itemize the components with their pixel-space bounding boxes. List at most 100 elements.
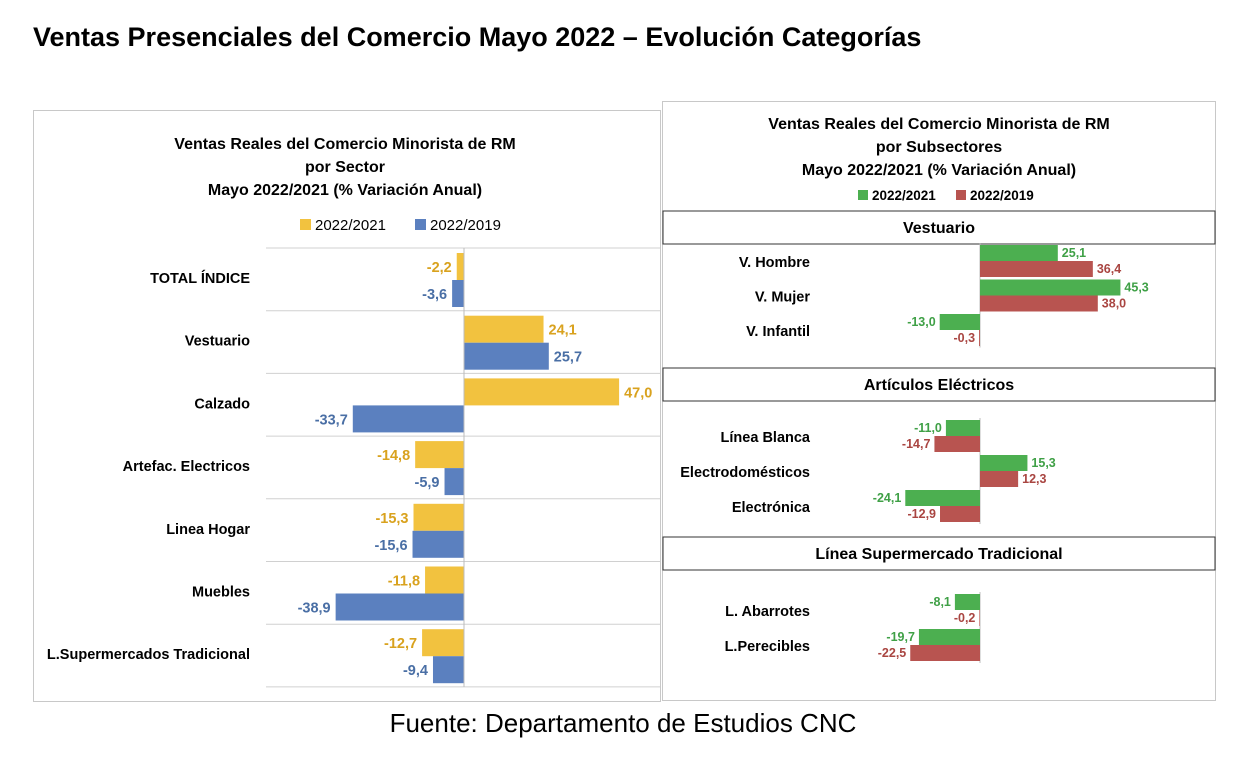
bar-2022-2021 [980,279,1121,296]
category-label: Electrodomésticos [680,465,810,481]
data-label: -0,2 [954,611,976,625]
data-label: -15,6 [374,538,407,554]
bar-2022-2019 [980,471,1019,487]
bar-2022-2019 [910,645,980,661]
data-label: -0,3 [954,331,976,345]
data-label: -12,9 [908,507,937,521]
bar-2022-2021 [980,245,1058,261]
data-label: 45,3 [1124,281,1148,295]
data-label: -14,7 [902,437,931,451]
bar-2022-2019 [452,280,464,307]
bar-2022-2019 [335,593,464,621]
bar-2022-2019 [979,610,980,626]
data-label: -8,1 [929,595,951,609]
chart-title-line: Ventas Reales del Comercio Minorista de … [174,136,515,153]
bar-2022-2021 [415,441,464,469]
data-label: -9,4 [403,663,428,679]
category-label: TOTAL ÍNDICE [150,270,250,287]
category-label: V. Hombre [739,255,810,271]
group-header [662,367,1216,402]
data-label: -12,7 [384,636,417,652]
bar-2022-2019 [464,342,549,370]
bar-2022-2019 [412,530,464,558]
chart-title-line: por Sector [305,159,385,176]
category-label: Linea Hogar [166,522,250,538]
category-label: Línea Blanca [721,430,811,446]
bar-2022-2019 [444,468,464,496]
bar-2022-2021 [422,629,464,657]
legend-swatch [300,219,311,230]
data-label: -13,0 [907,315,936,329]
group-header-label: Vestuario [903,220,975,237]
data-label: -19,7 [886,630,915,644]
legend-label: 2022/2019 [970,188,1034,203]
data-label: 36,4 [1097,262,1121,276]
subsector-chart-panel: Ventas Reales del Comercio Minorista de … [662,101,1216,701]
bar-2022-2019 [940,506,980,522]
category-label: Artefac. Electricos [123,459,250,475]
legend-label: 2022/2019 [430,217,501,234]
data-label: 15,3 [1031,456,1055,470]
bar-2022-2021 [464,315,544,343]
bar-2022-2021 [413,503,464,531]
bar-2022-2021 [456,253,464,280]
data-label: -38,9 [298,601,331,617]
data-label: 47,0 [624,385,652,401]
legend-swatch [956,190,966,200]
category-label: V. Mujer [755,290,810,306]
data-label: -24,1 [873,491,902,505]
category-label: V. Infantil [746,324,810,340]
category-label: Muebles [192,585,250,601]
data-label: -3,6 [422,287,447,303]
sector-chart: Ventas Reales del Comercio Minorista de … [47,136,660,688]
data-label: -33,7 [315,412,348,428]
sector-chart-panel: Ventas Reales del Comercio Minorista de … [33,110,661,702]
bar-2022-2019 [980,295,1098,312]
data-label: -11,8 [388,574,420,590]
bar-2022-2021 [980,455,1028,471]
group-header [662,210,1216,245]
subsector-chart: Ventas Reales del Comercio Minorista de … [662,116,1216,663]
source-note: Fuente: Departamento de Estudios CNC [389,708,857,738]
legend-swatch [415,219,426,230]
category-label: Vestuario [185,334,250,350]
data-label: 24,1 [549,323,577,339]
bar-2022-2021 [905,490,980,506]
chart-title-line: por Subsectores [876,139,1002,156]
data-label: -2,2 [427,260,452,276]
bar-2022-2021 [918,629,980,645]
category-label: L.Perecibles [725,639,810,655]
group-header [662,536,1216,571]
group-header-label: Línea Supermercado Tradicional [815,546,1062,563]
bar-2022-2021 [945,420,980,436]
bar-2022-2019 [934,436,980,452]
chart-title-line: Ventas Reales del Comercio Minorista de … [768,116,1109,133]
bar-2022-2019 [352,405,464,433]
bar-2022-2021 [425,566,464,594]
chart-title-line: Mayo 2022/2021 (% Variación Anual) [802,162,1076,179]
bar-2022-2021 [939,314,980,330]
data-label: 25,1 [1062,246,1086,260]
legend-swatch [858,190,868,200]
data-label: 12,3 [1022,472,1046,486]
bar-2022-2019 [980,261,1093,277]
group-header-label: Artículos Eléctricos [864,377,1014,394]
legend-label: 2022/2021 [315,217,386,234]
category-label: L. Abarrotes [725,604,810,620]
data-label: -22,5 [878,646,907,660]
bar-2022-2019 [432,656,464,684]
data-label: -5,9 [415,475,440,491]
category-label: Calzado [194,396,250,412]
category-label: L.Supermercados Tradicional [47,647,250,663]
category-label: Electrónica [732,500,811,516]
page-title: Ventas Presenciales del Comercio Mayo 20… [33,22,922,52]
bar-2022-2021 [954,594,980,610]
bar-2022-2019 [979,330,980,346]
data-label: 25,7 [554,350,582,366]
data-label: 38,0 [1102,297,1126,311]
bar-2022-2021 [464,378,620,406]
data-label: -15,3 [375,511,408,527]
chart-title-line: Mayo 2022/2021 (% Variación Anual) [208,182,482,199]
data-label: -14,8 [377,448,410,464]
legend-label: 2022/2021 [872,188,936,203]
